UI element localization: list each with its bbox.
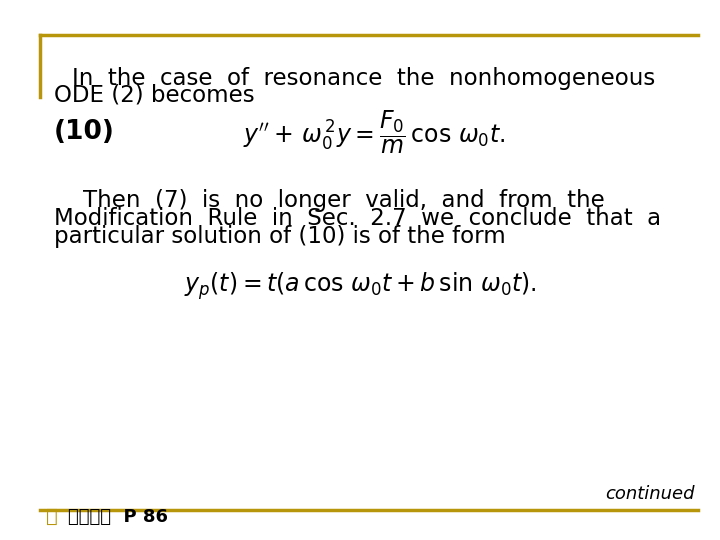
Text: continued: continued (606, 485, 695, 503)
Text: In  the  case  of  resonance  the  nonhomogeneous: In the case of resonance the nonhomogene… (72, 68, 655, 91)
Text: Modification  Rule  in  Sec.  2.7  we  conclude  that  a: Modification Rule in Sec. 2.7 we conclud… (54, 207, 661, 230)
Text: particular solution of (10) is of the form: particular solution of (10) is of the fo… (54, 225, 505, 248)
Text: 欧亞書局  P 86: 欧亞書局 P 86 (68, 508, 168, 526)
Text: (10): (10) (54, 119, 115, 145)
Text: ODE (2) becomes: ODE (2) becomes (54, 84, 255, 107)
Text: Then  (7)  is  no  longer  valid,  and  from  the: Then (7) is no longer valid, and from th… (54, 189, 605, 212)
Text: $y_p(t) = t(a\,\cos\,\omega_0 t + b\,\sin\,\omega_0 t).$: $y_p(t) = t(a\,\cos\,\omega_0 t + b\,\si… (184, 270, 536, 302)
Text: ⓘ: ⓘ (46, 507, 58, 526)
Text: $y^{\prime\prime} + \,\omega_0^{\,2}y = \dfrac{F_0}{m}\,\cos\,\omega_0 t.$: $y^{\prime\prime} + \,\omega_0^{\,2}y = … (243, 109, 505, 156)
